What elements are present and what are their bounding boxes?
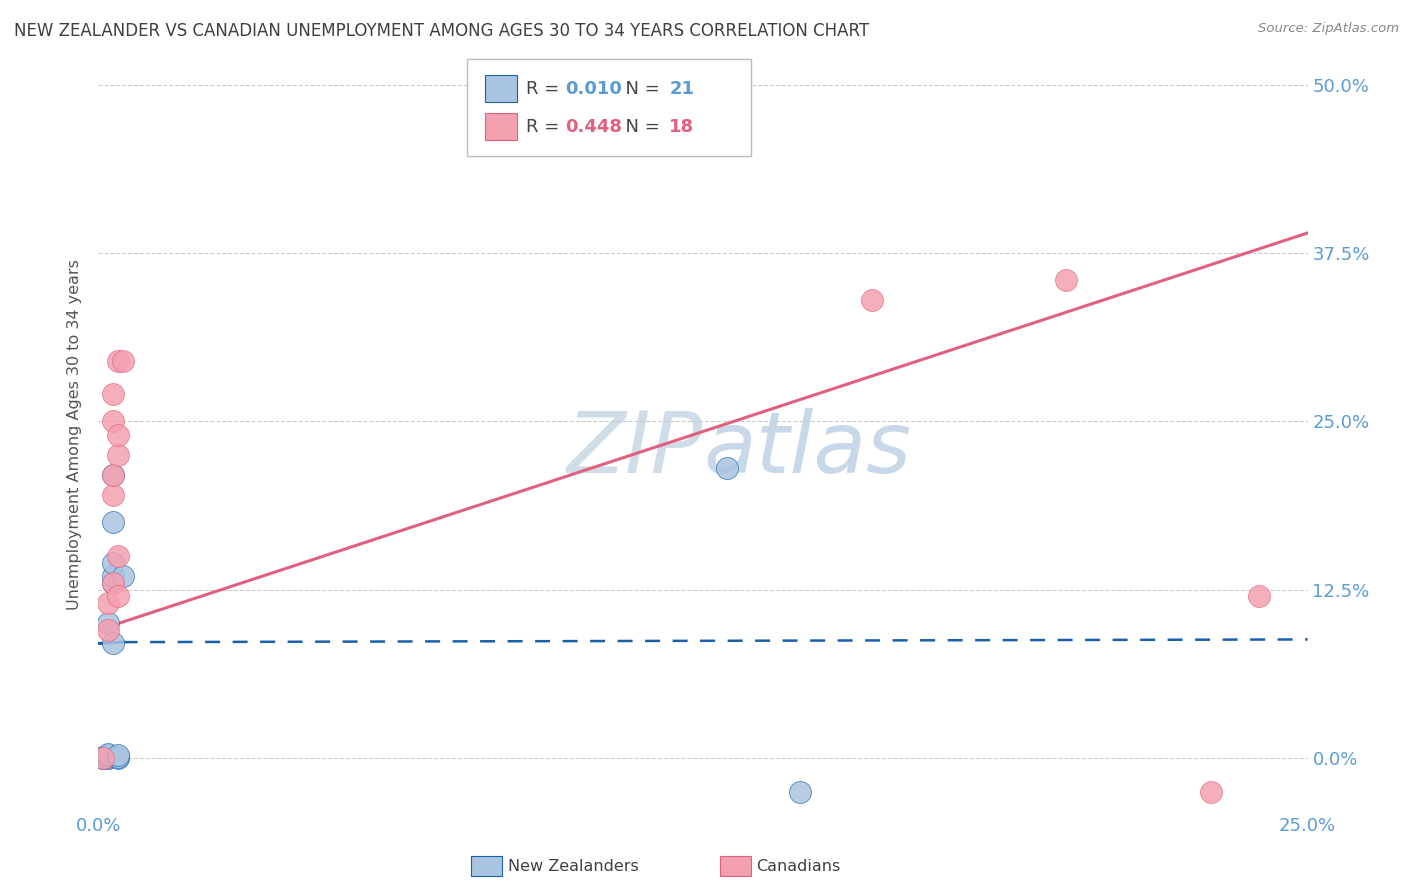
Text: R =: R = (526, 80, 565, 98)
Point (101, 556, 124, 570)
Point (91, 751, 114, 765)
Text: Canadians: Canadians (756, 859, 841, 873)
Point (716, 461, 738, 475)
Point (97, 623, 120, 637)
Point (1249, 590, 1271, 604)
Point (101, 468, 124, 483)
Point (97, 751, 120, 765)
Point (101, 569, 124, 583)
Point (91, 751, 114, 765)
Point (107, 748, 129, 763)
Point (97, 616, 120, 631)
Point (101, 488, 124, 502)
Point (97, 748, 120, 763)
Point (101, 516, 124, 530)
Point (101, 636, 124, 650)
Point (107, 428, 129, 442)
Text: New Zealanders: New Zealanders (508, 859, 638, 873)
Point (1054, 273, 1077, 287)
Point (107, 749, 129, 764)
Text: 18: 18 (669, 118, 695, 136)
Bar (485, 75, 517, 103)
Point (1199, 784, 1222, 798)
Point (860, 293, 883, 308)
Text: atlas: atlas (703, 409, 911, 491)
Point (111, 354, 134, 368)
Text: 0.010: 0.010 (565, 80, 621, 98)
Point (107, 549, 129, 563)
Text: 21: 21 (669, 80, 695, 98)
Text: R =: R = (526, 118, 565, 136)
Point (91, 751, 114, 765)
Point (97, 749, 120, 764)
Bar (485, 113, 517, 140)
Text: Source: ZipAtlas.com: Source: ZipAtlas.com (1258, 22, 1399, 36)
Text: N =: N = (613, 118, 665, 136)
Point (107, 448, 129, 462)
Point (101, 387, 124, 401)
Point (97, 596, 120, 610)
Text: ZIP: ZIP (567, 409, 703, 491)
Point (101, 575, 124, 590)
Text: NEW ZEALANDER VS CANADIAN UNEMPLOYMENT AMONG AGES 30 TO 34 YEARS CORRELATION CHA: NEW ZEALANDER VS CANADIAN UNEMPLOYMENT A… (14, 22, 869, 40)
Point (97, 747, 120, 761)
Point (789, 784, 811, 798)
Point (107, 354, 129, 368)
Point (111, 569, 134, 583)
Text: 0.448: 0.448 (565, 118, 623, 136)
Text: N =: N = (613, 80, 665, 98)
Point (107, 751, 129, 765)
Point (91, 749, 114, 764)
Point (97, 748, 120, 763)
FancyBboxPatch shape (467, 60, 751, 156)
Y-axis label: Unemployment Among Ages 30 to 34 years: Unemployment Among Ages 30 to 34 years (67, 260, 83, 610)
Point (107, 590, 129, 604)
Point (101, 575, 124, 590)
Point (101, 468, 124, 483)
Point (101, 414, 124, 428)
